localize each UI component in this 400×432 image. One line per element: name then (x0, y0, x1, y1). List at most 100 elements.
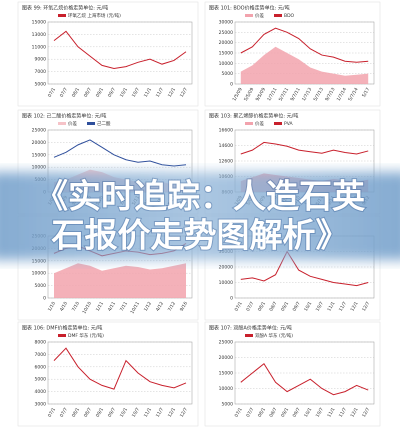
x-tick-label: 9/16 (179, 301, 189, 313)
x-tick-label: 10/11 (129, 301, 141, 315)
x-tick-label: 12/1 (349, 407, 359, 419)
legend-label: 价差 (255, 12, 264, 19)
x-tick-label: 1/11 (95, 301, 105, 313)
y-tick-label: 20000 (219, 40, 233, 46)
legend-swatch (274, 14, 282, 17)
banner: 《实时追踪：人造石英 石报价走势图解析》 (0, 172, 400, 260)
x-tick-label: 07/1 (234, 301, 244, 313)
x-tick-label: 11/7 (338, 407, 348, 419)
y-tick-label: 25000 (219, 340, 233, 346)
x-tick-label: 09/7 (291, 301, 301, 313)
chart-title: 图表 103: 聚乙烯醇价格走势单位: 元/吨 (209, 113, 298, 120)
x-tick-label: 10/7 (131, 87, 141, 99)
y-tick-label: 10000 (219, 386, 233, 392)
x-tick-label: 10/7 (131, 407, 141, 419)
y-tick-label: 8000 (35, 340, 47, 346)
x-tick-label: 11/7 (155, 407, 165, 419)
x-tick-label: 11/7 (338, 301, 348, 313)
x-tick-label: 08/1 (71, 87, 81, 99)
x-tick-label: 10/1 (119, 407, 129, 419)
y-tick-label: 30000 (219, 20, 233, 26)
area (240, 46, 369, 84)
x-tick-label: 10/1 (119, 87, 129, 99)
legend-swatch (58, 334, 66, 337)
x-tick-label: 08/7 (268, 407, 278, 419)
y-tick-label: 5000 (222, 71, 234, 77)
legend-label: 价差 (68, 120, 77, 127)
legend-swatch (58, 122, 66, 125)
x-tick-label: 10/1 (303, 407, 313, 419)
y-tick-label: 20000 (32, 140, 46, 146)
chart-panel: 图表 106: DMF价格走势单位: 元/吨 3000 4000 5000 6000 70… (17, 321, 199, 427)
banner-line: 《实时追踪：人造石英 (35, 177, 366, 216)
y-tick-label: 20000 (219, 355, 233, 361)
y-tick-label: 9000 (35, 57, 47, 63)
legend-label: PVA (284, 121, 294, 127)
y-tick-label: 5000 (35, 82, 47, 88)
x-tick-label: 08/7 (268, 301, 278, 313)
x-tick-label: 4/12 (155, 301, 165, 313)
y-tick-label: 10000 (32, 271, 46, 277)
line (240, 250, 369, 287)
x-tick-label: 11/1 (143, 407, 153, 419)
x-tick-label: 09/1 (95, 407, 105, 419)
legend-swatch (274, 122, 282, 125)
chart-panel: 图表 107: 双酚A价格走势单位: 元/吨 5000 10000 15000 2000… (204, 321, 381, 427)
line (53, 30, 187, 70)
y-tick-label: 15000 (32, 20, 46, 26)
chart-grid: 图表 99: 环氧乙烷价格走势单位: 元/吨 5000 7000 9000 11000 1… (17, 1, 381, 427)
legend-label: 双酚A 华东 (元/吨) (255, 332, 293, 339)
chart-panel: 图表 101: BDO价格走势单位: 元/吨 0 5000 10000 15000 200… (204, 1, 381, 107)
x-tick-label: 08/1 (257, 301, 267, 313)
x-tick-label: 7/12 (167, 301, 177, 313)
legend-label: 价差 (255, 120, 264, 127)
y-tick-label: 4000 (35, 389, 47, 395)
legend-label: 己二酸 (97, 120, 111, 127)
banner-bg (0, 172, 400, 260)
x-tick-label: 11/1 (143, 87, 153, 99)
y-tick-label: 3000 (35, 402, 47, 408)
x-tick-label: 12/7 (179, 407, 189, 419)
x-tick-label: 07/7 (245, 407, 255, 419)
y-tick-label: 0 (230, 296, 233, 302)
legend-swatch (245, 334, 253, 337)
x-tick-label: 12/1 (167, 407, 177, 419)
x-tick-label: 07/7 (59, 407, 69, 419)
x-tick-label: 4/10 (59, 301, 69, 313)
x-tick-label: 1/10 (47, 301, 57, 313)
legend-swatch (245, 14, 253, 17)
x-tick-label: 11/7 (155, 87, 165, 99)
y-tick-label: 15000 (219, 51, 233, 57)
y-tick-label: 0 (230, 82, 233, 88)
line (53, 139, 187, 167)
legend-label: 环氧乙烷 上海市场 (元/吨) (68, 12, 121, 19)
y-tick-label: 12600 (219, 159, 233, 165)
line (240, 27, 369, 63)
x-tick-label: 10/1 (303, 301, 313, 313)
chart-title: 图表 106: DMF价格走势单位: 元/吨 (22, 325, 102, 332)
chart-title: 图表 99: 环氧乙烷价格走势单位: 元/吨 (22, 5, 108, 12)
x-tick-label: 11/1 (326, 301, 336, 313)
x-tick-label: 12/1 (167, 87, 177, 99)
chart-panel: 图表 99: 环氧乙烷价格走势单位: 元/吨 5000 7000 9000 11000 1… (17, 1, 199, 107)
x-tick-label: 7/10 (71, 301, 81, 313)
y-tick-label: 5000 (222, 402, 234, 408)
line (53, 347, 187, 390)
y-tick-label: 6000 (35, 364, 47, 370)
legend-label: BDO (284, 13, 295, 19)
y-tick-label: 25000 (32, 128, 46, 134)
x-tick-label: 07/1 (234, 407, 244, 419)
x-tick-label: 12/7 (361, 407, 371, 419)
legend-swatch (245, 122, 253, 125)
banner-line: 石报价走势图解析》 (51, 216, 349, 255)
chart-title: 图表 102: 己二酸价格走势单位: 元/吨 (22, 113, 106, 120)
x-tick-label: 09/1 (95, 87, 105, 99)
y-tick-label: 7000 (35, 352, 47, 358)
x-tick-label: 7/11 (119, 301, 129, 313)
y-tick-label: 15000 (219, 371, 233, 377)
x-tick-label: 09/1 (280, 407, 290, 419)
y-tick-label: 10000 (219, 61, 233, 67)
x-tick-label: 07/7 (59, 87, 69, 99)
y-tick-label: 16600 (219, 128, 233, 134)
